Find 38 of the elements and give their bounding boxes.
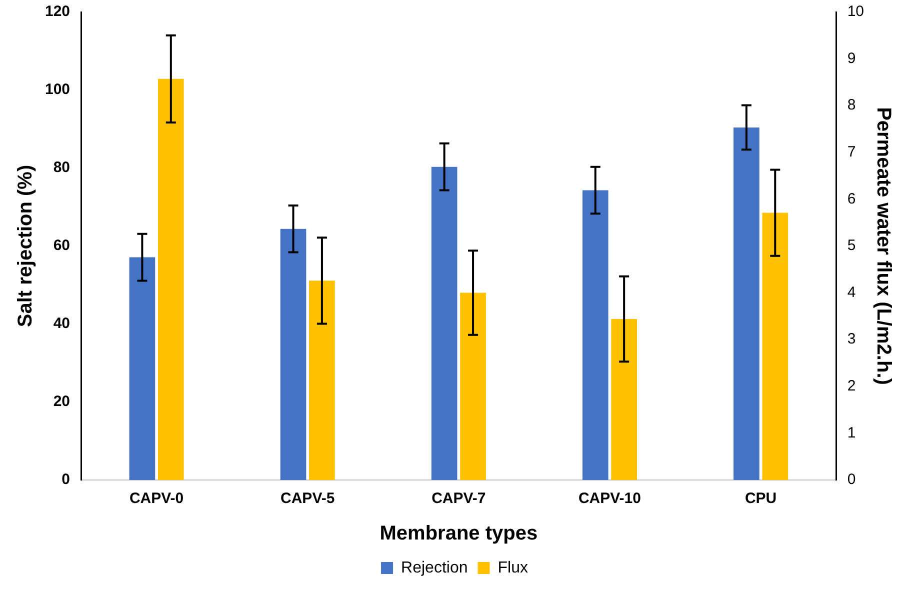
y2-axis-title: Permeate water flux (L/m2.h.) — [872, 107, 894, 385]
y2-tick-label: 2 — [847, 378, 856, 395]
x-tick-label: CAPV-5 — [280, 490, 335, 508]
y-tick-label: 80 — [53, 159, 70, 176]
y-axis-title: Salt rejection (%) — [14, 164, 37, 328]
legend-label: Flux — [498, 559, 528, 576]
y2-tick-label: 6 — [847, 190, 856, 208]
legend-label: Rejection — [401, 559, 468, 576]
x-tick-label: CPU — [744, 490, 777, 508]
bar — [431, 166, 458, 480]
bar — [129, 257, 156, 480]
y-tick-label: 60 — [53, 237, 70, 254]
bar — [762, 212, 788, 480]
y2-tick-label: 7 — [847, 144, 856, 161]
bar — [158, 78, 184, 480]
y-tick-label: 20 — [53, 393, 70, 410]
y-tick-label: 40 — [53, 315, 70, 332]
bar — [309, 280, 335, 480]
bar — [280, 228, 306, 480]
x-tick-label: CAPV-7 — [432, 490, 486, 508]
y-tick-label: 120 — [44, 3, 70, 20]
x-tick-label: CAPV-0 — [129, 490, 184, 508]
x-tick-label: CAPV-10 — [578, 490, 641, 508]
y2-tick-label: 9 — [847, 50, 856, 67]
bar — [582, 190, 608, 480]
x-axis-title: Membrane types — [380, 522, 538, 545]
y2-tick-label: 4 — [847, 284, 856, 301]
y-tick-label: 100 — [44, 81, 70, 98]
bar — [611, 319, 637, 480]
y2-tick-label: 0 — [847, 471, 856, 488]
y-tick-label: 0 — [62, 471, 70, 488]
y2-tick-label: 1 — [847, 424, 856, 442]
bar — [460, 292, 486, 480]
y2-tick-label: 5 — [847, 237, 856, 254]
y2-tick-label: 3 — [847, 330, 856, 348]
y2-tick-label: 8 — [847, 96, 856, 114]
bar — [734, 127, 760, 480]
y2-tick-label: 10 — [847, 3, 864, 20]
